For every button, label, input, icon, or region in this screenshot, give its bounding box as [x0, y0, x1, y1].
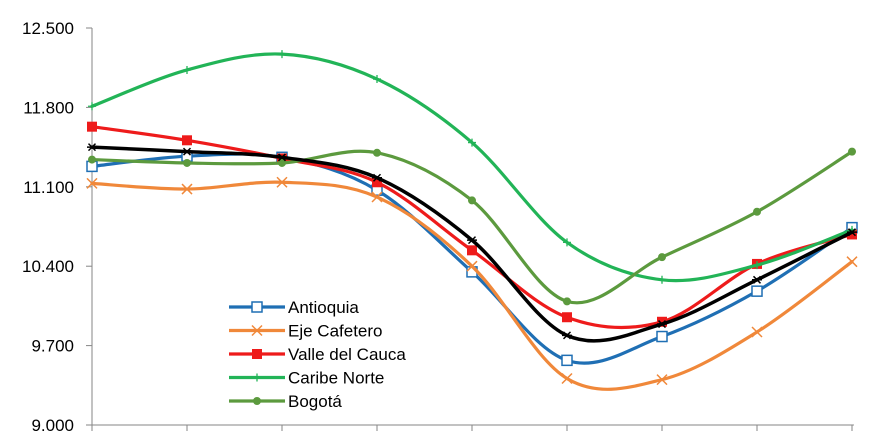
data-point-marker	[251, 301, 263, 313]
series-bogotá	[88, 147, 856, 306]
data-point-marker	[276, 176, 288, 188]
data-point-marker	[753, 261, 761, 270]
data-point-marker	[86, 177, 98, 189]
legend-item: Eje Cafetero	[229, 322, 383, 341]
legend-label: Antioquia	[288, 298, 359, 317]
data-point-marker	[561, 372, 573, 385]
series-line	[90, 149, 854, 305]
data-point-marker	[278, 50, 286, 59]
data-point-marker	[251, 324, 263, 337]
data-point-marker	[468, 196, 476, 205]
legend-item: Bogotá	[229, 392, 342, 411]
series-line	[90, 125, 854, 330]
data-point-marker	[846, 256, 858, 268]
chart-axes: 9.000 9.700 10.400 11.100 11.800 12.500	[22, 19, 854, 433]
data-point-marker	[466, 260, 478, 272]
y-tick-label: 9.000	[31, 416, 74, 433]
data-point-marker	[253, 397, 261, 405]
y-tick-label: 10.400	[22, 257, 74, 276]
data-point-marker	[373, 75, 381, 84]
data-point-marker	[278, 158, 286, 167]
data-point-marker	[562, 312, 572, 323]
data-point-marker	[751, 326, 763, 338]
data-point-marker	[467, 245, 477, 256]
data-point-marker	[87, 121, 97, 132]
data-point-marker	[373, 148, 381, 157]
series-caribe-norte	[88, 50, 856, 284]
legend-label: Caribe Norte	[288, 369, 384, 388]
data-point-marker	[371, 191, 383, 203]
legend-item: Valle del Cauca	[229, 345, 406, 364]
series-line	[90, 152, 854, 365]
data-point-marker	[657, 320, 667, 329]
data-point-marker	[467, 236, 477, 245]
data-point-marker	[561, 354, 573, 367]
data-point-marker	[563, 238, 571, 247]
data-point-marker	[847, 228, 857, 237]
legend-label: Eje Cafetero	[288, 322, 383, 341]
data-point-marker	[656, 374, 668, 386]
y-tick-label: 12.500	[22, 19, 74, 38]
legend-item: Antioquia	[229, 298, 359, 317]
series-antioquia	[86, 150, 858, 367]
data-point-marker	[753, 207, 761, 216]
data-point-marker	[656, 330, 668, 343]
chart-legend: Antioquia Eje Cafetero Valle del Cauca Cari…	[229, 298, 406, 411]
data-point-marker	[182, 135, 192, 146]
series-eje-cafetero	[86, 176, 858, 391]
data-point-marker	[752, 275, 762, 284]
data-point-marker	[658, 275, 666, 284]
series-unlabeled	[87, 143, 857, 343]
y-tick-label: 11.800	[23, 98, 74, 117]
data-point-marker	[182, 147, 192, 156]
data-point-marker	[562, 331, 572, 340]
data-point-marker	[563, 297, 571, 306]
series-line	[90, 180, 854, 391]
data-point-marker	[183, 65, 191, 74]
series-line	[90, 145, 854, 343]
y-tick-label: 11.100	[23, 178, 74, 197]
data-point-marker	[658, 253, 666, 262]
data-point-marker	[183, 158, 191, 167]
data-point-marker	[88, 102, 96, 111]
data-point-marker	[751, 285, 763, 297]
data-point-marker	[181, 183, 193, 195]
legend-label: Valle del Cauca	[288, 345, 406, 364]
data-point-marker	[277, 153, 287, 162]
data-point-marker	[372, 173, 382, 182]
legend-item: Caribe Norte	[229, 369, 384, 388]
data-point-marker	[252, 349, 262, 359]
legend-label: Bogotá	[288, 392, 342, 411]
data-point-marker	[87, 143, 97, 152]
y-tick-label: 9.700	[31, 337, 74, 356]
data-point-marker	[848, 147, 856, 156]
chart-series	[86, 50, 858, 391]
data-point-marker	[253, 373, 261, 382]
data-point-marker	[468, 138, 476, 147]
data-point-marker	[88, 155, 96, 164]
